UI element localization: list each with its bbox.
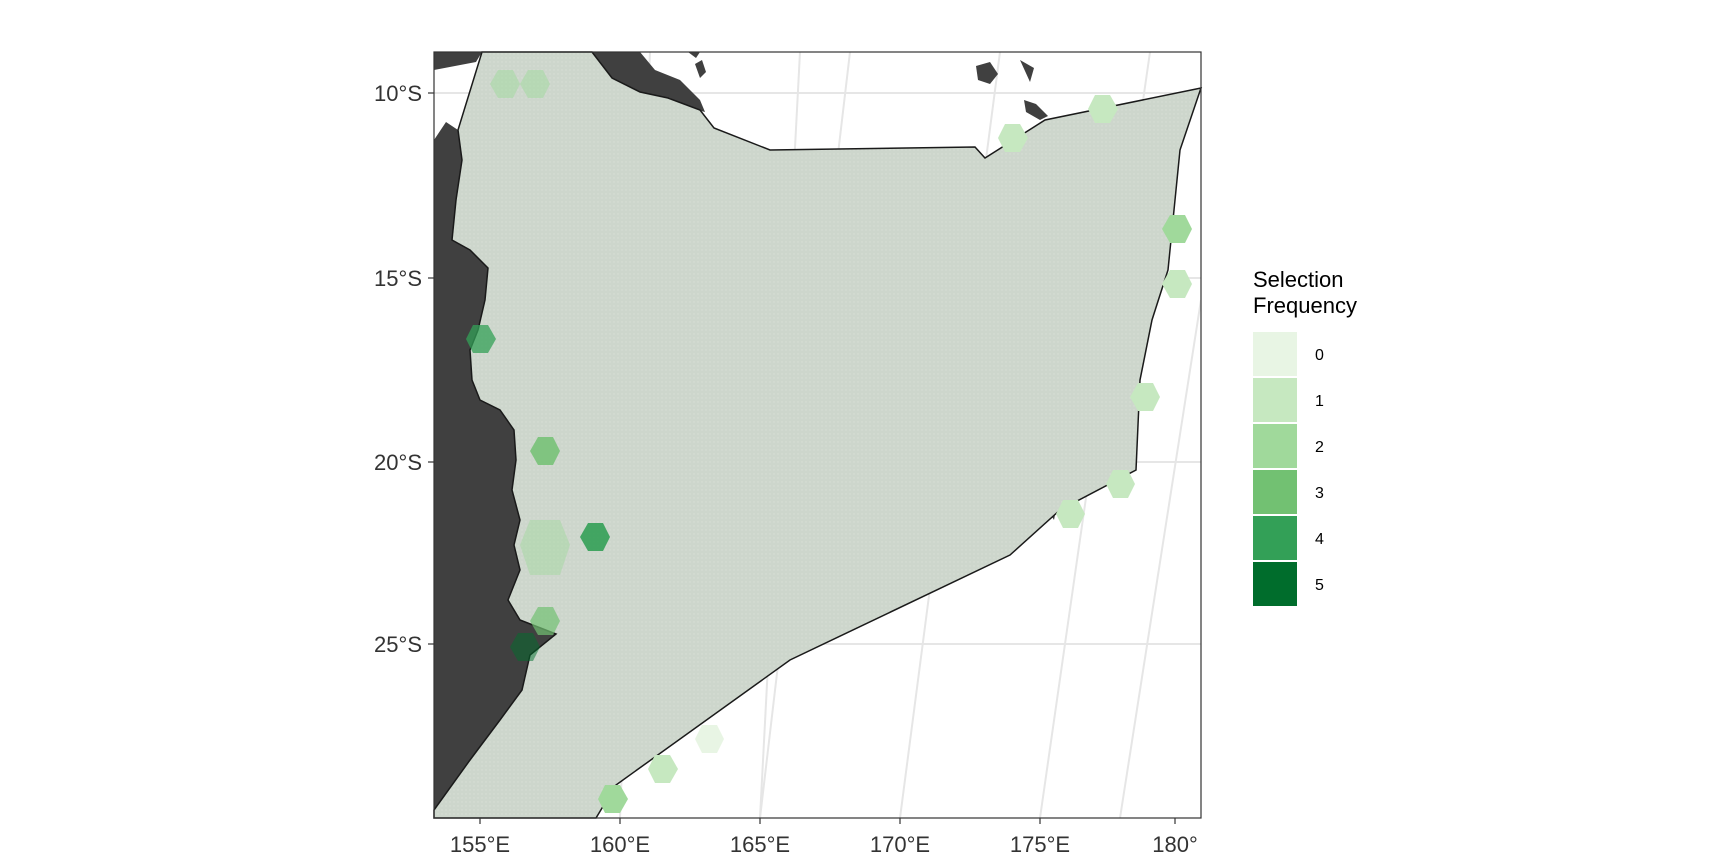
y-tick-label-25s: 25°S <box>374 632 422 657</box>
legend-label-4: 4 <box>1315 531 1324 548</box>
x-tick-label-165e: 165°E <box>730 832 790 857</box>
legend-swatch-0 <box>1253 332 1297 376</box>
island-5 <box>1024 100 1048 120</box>
island-1 <box>688 52 700 58</box>
y-tick-label-15s: 15°S <box>374 266 422 291</box>
legend-label-5: 5 <box>1315 577 1324 594</box>
y-tick-label-20s: 20°S <box>374 450 422 475</box>
panel-border <box>433 51 1202 819</box>
legend-swatch-2 <box>1253 424 1297 468</box>
legend-label-2: 2 <box>1315 439 1324 456</box>
legend-label-3: 3 <box>1315 485 1324 502</box>
island-4 <box>1020 60 1034 82</box>
new-guinea-west <box>434 52 482 70</box>
y-tick-label-10s: 10°S <box>374 81 422 106</box>
axis-ticks <box>428 92 1176 824</box>
legend-swatch-3 <box>1253 470 1297 514</box>
legend: Selection Frequency 0 1 2 3 4 5 <box>1253 267 1357 606</box>
x-tick-label-160e: 160°E <box>590 832 650 857</box>
legend-label-1: 1 <box>1315 393 1324 410</box>
legend-title-line1: Selection <box>1253 267 1344 292</box>
legend-swatch-4 <box>1253 516 1297 560</box>
x-tick-label-180: 180° <box>1152 832 1198 857</box>
legend-label-0: 0 <box>1315 347 1324 364</box>
selection-hexes <box>466 70 1192 813</box>
x-tick-label-175e: 175°E <box>1010 832 1070 857</box>
legend-items: 0 1 2 3 4 5 <box>1253 332 1324 606</box>
legend-title-line2: Frequency <box>1253 293 1357 318</box>
legend-swatch-1 <box>1253 378 1297 422</box>
legend-swatch-5 <box>1253 562 1297 606</box>
island-3 <box>976 62 998 84</box>
new-guinea-landmass <box>592 52 705 112</box>
island-2 <box>695 60 706 78</box>
x-tick-label-170e: 170°E <box>870 832 930 857</box>
x-tick-label-155e: 155°E <box>450 832 510 857</box>
